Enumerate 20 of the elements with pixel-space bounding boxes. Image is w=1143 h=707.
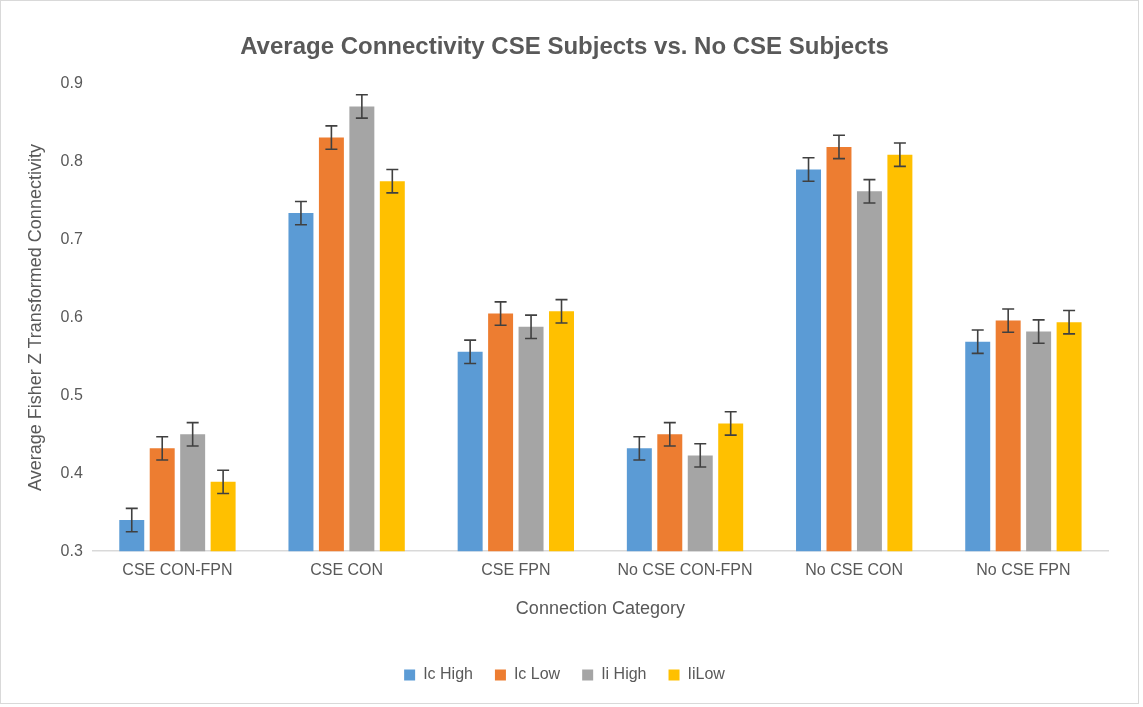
legend-label: Ii High [601, 665, 647, 683]
y-tick-label: 0.6 [60, 307, 83, 325]
x-axis-title: Connection Category [515, 598, 685, 619]
y-tick-label: 0.4 [60, 463, 83, 481]
y-axis-title: Average Fisher Z Transformed Connectivity [24, 144, 45, 491]
y-tick-label: 0.8 [60, 152, 83, 170]
legend-label: IiLow [687, 665, 726, 683]
x-tick-label: No CSE FPN [976, 561, 1071, 579]
x-tick-label: No CSE CON [805, 561, 904, 579]
y-tick-label: 0.5 [60, 385, 83, 403]
x-tick-label: CSE CON-FPN [122, 561, 233, 579]
x-tick-label: CSE FPN [481, 561, 551, 579]
legend-label: Ic Low [513, 665, 561, 683]
y-tick-label: 0.3 [60, 541, 83, 559]
y-tick-label: 0.9 [60, 74, 83, 92]
y-tick-label: 0.7 [60, 230, 83, 248]
chart-title: Average Connectivity CSE Subjects vs. No CSE Subjects [240, 32, 889, 60]
legend-label: Ic High [423, 665, 473, 683]
x-tick-label: No CSE CON-FPN [617, 561, 753, 579]
x-tick-label: CSE CON [310, 561, 384, 579]
